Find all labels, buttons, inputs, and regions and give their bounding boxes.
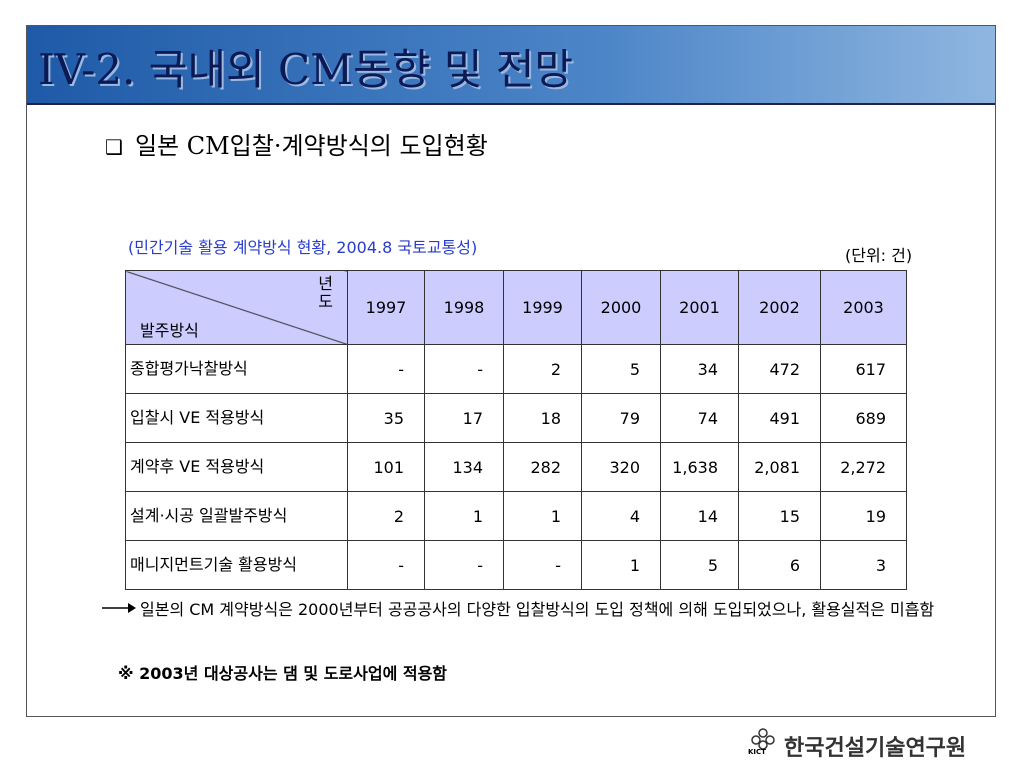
- table-row: 계약후 VE 적용방식 101 134 282 320 1,638 2,081 2,272: [125, 442, 907, 492]
- footnote: ※ 2003년 대상공사는 댐 및 도로사업에 적용함: [118, 664, 448, 683]
- cell: 320: [581, 442, 661, 492]
- corner-top: 년도: [318, 274, 333, 311]
- caption: (민간기술 활용 계약방식 현황, 2004.8 국토교통성): [128, 238, 478, 257]
- table-row: 매니지먼트기술 활용방식 - - -1 5 6 3: [125, 540, 907, 590]
- table: 년도 발주방식 1997 1998 1999 2000 2001 2002 2003 종합평가낙찰…: [125, 270, 907, 590]
- cell: 689: [820, 393, 907, 443]
- cell: 472: [738, 344, 821, 394]
- column-header: 2002: [738, 270, 821, 345]
- row-label: 매니지먼트기술 활용방식: [125, 540, 348, 590]
- cell: 15: [738, 491, 821, 541]
- logo-icon: [751, 728, 775, 750]
- cell: -: [503, 540, 582, 590]
- cell: 17: [424, 393, 504, 443]
- cell: 1,638: [660, 442, 739, 492]
- column-header: 1997: [347, 270, 425, 345]
- subtitle-text: 일본 CM입찰·계약방식의 도입현황: [134, 132, 488, 160]
- cell: 5: [660, 540, 739, 590]
- cell: 491: [738, 393, 821, 443]
- cell: 18: [503, 393, 582, 443]
- unit: (단위: 건): [845, 246, 913, 265]
- column-header: 2003: [820, 270, 907, 345]
- cell: 1: [503, 491, 582, 541]
- column-header: 1998: [424, 270, 504, 345]
- cell: 79: [581, 393, 661, 443]
- cell: 35: [347, 393, 425, 443]
- cell: 1: [424, 491, 504, 541]
- cell: 14: [660, 491, 739, 541]
- cell: 2,272: [820, 442, 907, 492]
- cell: 1: [581, 540, 661, 590]
- cell: -: [347, 344, 425, 394]
- cell: 4: [581, 491, 661, 541]
- title-bar: [27, 26, 995, 105]
- logo-mark: KICT: [748, 748, 766, 756]
- cell: 101: [347, 442, 425, 492]
- column-header: 2001: [660, 270, 739, 345]
- cell: -: [424, 540, 504, 590]
- cell: 617: [820, 344, 907, 394]
- cell: 2: [503, 344, 582, 394]
- row-label: 입찰시 VE 적용방식: [125, 393, 348, 443]
- frame: [26, 25, 996, 717]
- cell: 282: [503, 442, 582, 492]
- cell: 5: [581, 344, 661, 394]
- note: 일본의 CM 계약방식은 2000년부터 공공공사의 다양한 입찰방식의 도입 …: [140, 600, 935, 619]
- cell: 3: [820, 540, 907, 590]
- corner-bottom: 발주방식: [140, 321, 199, 340]
- table-row: 설계·시공 일괄발주방식 2 1 1 4 14 15 19: [125, 491, 907, 541]
- column-header: 2000: [581, 270, 661, 345]
- row-label: 종합평가낙찰방식: [125, 344, 348, 394]
- logo-text: 한국건설기술연구원: [784, 736, 967, 761]
- cell: 134: [424, 442, 504, 492]
- cell: 2,081: [738, 442, 821, 492]
- title: IV-2. 국내외 CM동향 및 전망: [38, 45, 573, 94]
- subtitle: ❑ 일본 CM입찰·계약방식의 도입현황: [105, 132, 488, 160]
- cell: 2: [347, 491, 425, 541]
- table-row: 종합평가낙찰방식 - -2 5 34 472 617: [125, 344, 907, 394]
- arrow: [102, 603, 136, 613]
- row-label: 설계·시공 일괄발주방식: [125, 491, 348, 541]
- cell: 19: [820, 491, 907, 541]
- cell: 6: [738, 540, 821, 590]
- cell: 74: [660, 393, 739, 443]
- cell: 34: [660, 344, 739, 394]
- cell: -: [424, 344, 504, 394]
- table-row: 입찰시 VE 적용방식 35 17 18 79 74 491 689: [125, 393, 907, 443]
- row-label: 계약후 VE 적용방식: [125, 442, 348, 492]
- cell: -: [347, 540, 425, 590]
- column-header: 1999: [503, 270, 582, 345]
- header-row: 년도 발주방식 1997 1998 1999 2000 2001 2002 2003: [125, 270, 907, 345]
